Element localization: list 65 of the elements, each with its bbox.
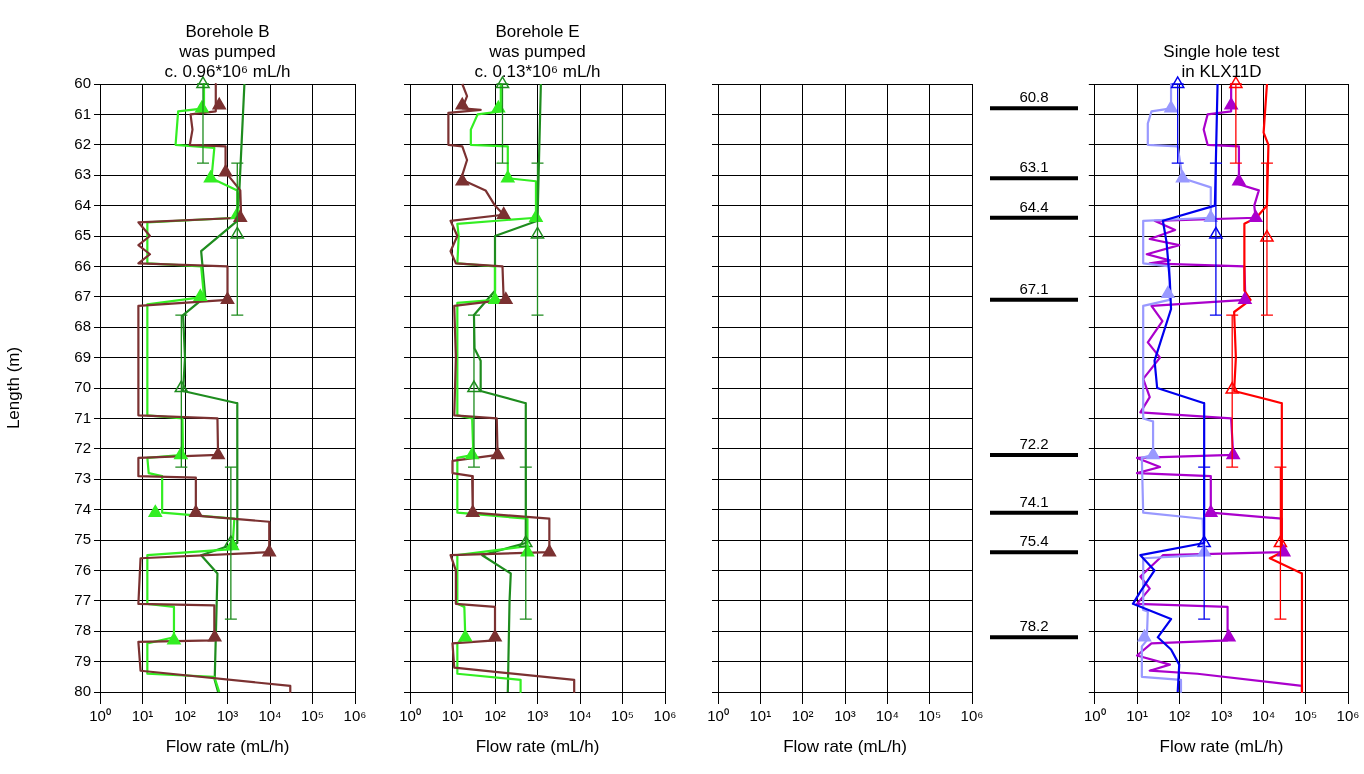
ref-line-label: 72.2 [1019,434,1049,452]
chart-title: Borehole E was pumped c. 0.13*10⁶ mL/h [474,22,601,81]
x-tick-label: 10⁶ [1336,707,1360,725]
ref-line-label: 60.8 [1019,88,1049,106]
y-tick-label: 63 [74,165,91,183]
x-tick-label: 10⁵ [1294,707,1318,725]
ref-line-label: 63.1 [1019,158,1049,176]
y-tick-label: 73 [74,469,91,487]
y-tick-label: 72 [74,438,91,456]
ref-line-label: 64.4 [1019,197,1049,215]
x-tick-label: 10⁰ [89,707,111,725]
y-tick-label: 68 [74,317,91,335]
y-tick-label: 66 [74,256,91,274]
x-tick-label: 10³ [1210,707,1233,725]
x-axis-title: Flow rate (mL/h) [475,737,600,757]
y-tick-label: 74 [74,499,91,517]
x-tick-label: 10¹ [1126,707,1148,725]
chart-title: Borehole B was pumped c. 0.96*10⁶ mL/h [164,22,291,81]
y-tick-label: 79 [74,651,91,669]
x-tick-label: 10³ [834,707,856,725]
x-tick-label: 10⁶ [960,707,984,725]
y-tick-label: 76 [74,560,91,578]
ref-line-label: 75.4 [1019,532,1049,550]
x-tick-label: 10¹ [441,707,464,725]
x-tick-label: 10³ [216,707,239,725]
ref-line-label: 78.2 [1019,617,1049,635]
x-tick-label: 10⁵ [918,707,942,725]
x-tick-label: 10⁰ [707,707,729,725]
x-tick-label: 10⁵ [301,707,324,725]
x-axis-title: Flow rate (mL/h) [783,737,907,757]
x-tick-label: 10⁰ [1084,707,1106,725]
x-tick-label: 10⁵ [611,707,634,725]
x-tick-label: 10⁴ [258,707,282,725]
x-tick-label: 10¹ [131,707,154,725]
y-tick-label: 64 [74,195,91,213]
x-tick-label: 10⁶ [653,707,677,725]
y-tick-label: 60 [74,74,91,92]
x-tick-label: 10⁴ [875,707,899,725]
ref-line-label: 74.1 [1019,492,1049,510]
x-tick-label: 10⁰ [399,707,421,725]
y-tick-label: 67 [74,286,91,304]
y-tick-label: 65 [74,226,91,244]
x-axis-title: Flow rate (mL/h) [1159,737,1284,757]
x-tick-label: 10⁶ [343,707,367,725]
y-tick-label: 75 [74,530,91,548]
x-tick-label: 10² [174,707,196,725]
y-tick-label: 70 [74,378,91,396]
chart-title: Single hole test in KLX11D [1163,42,1280,81]
x-tick-label: 10² [791,707,814,725]
y-tick-label: 78 [74,621,91,639]
ref-line-label: 67.1 [1019,279,1049,297]
y-tick-label: 77 [74,590,91,608]
y-tick-label: 69 [74,347,91,365]
x-tick-label: 10³ [526,707,549,725]
x-axis-title: Flow rate (mL/h) [165,737,290,757]
x-tick-label: 10¹ [749,707,772,725]
y-tick-label: 62 [74,134,91,152]
x-tick-label: 10² [484,707,506,725]
x-tick-label: 10² [1168,707,1191,725]
y-tick-label: 61 [74,104,91,122]
y-axis-title: Length (m) [3,346,23,430]
y-tick-label: 80 [74,682,91,700]
x-tick-label: 10⁴ [1252,707,1276,725]
y-tick-label: 71 [74,408,91,426]
x-tick-label: 10⁴ [568,707,592,725]
